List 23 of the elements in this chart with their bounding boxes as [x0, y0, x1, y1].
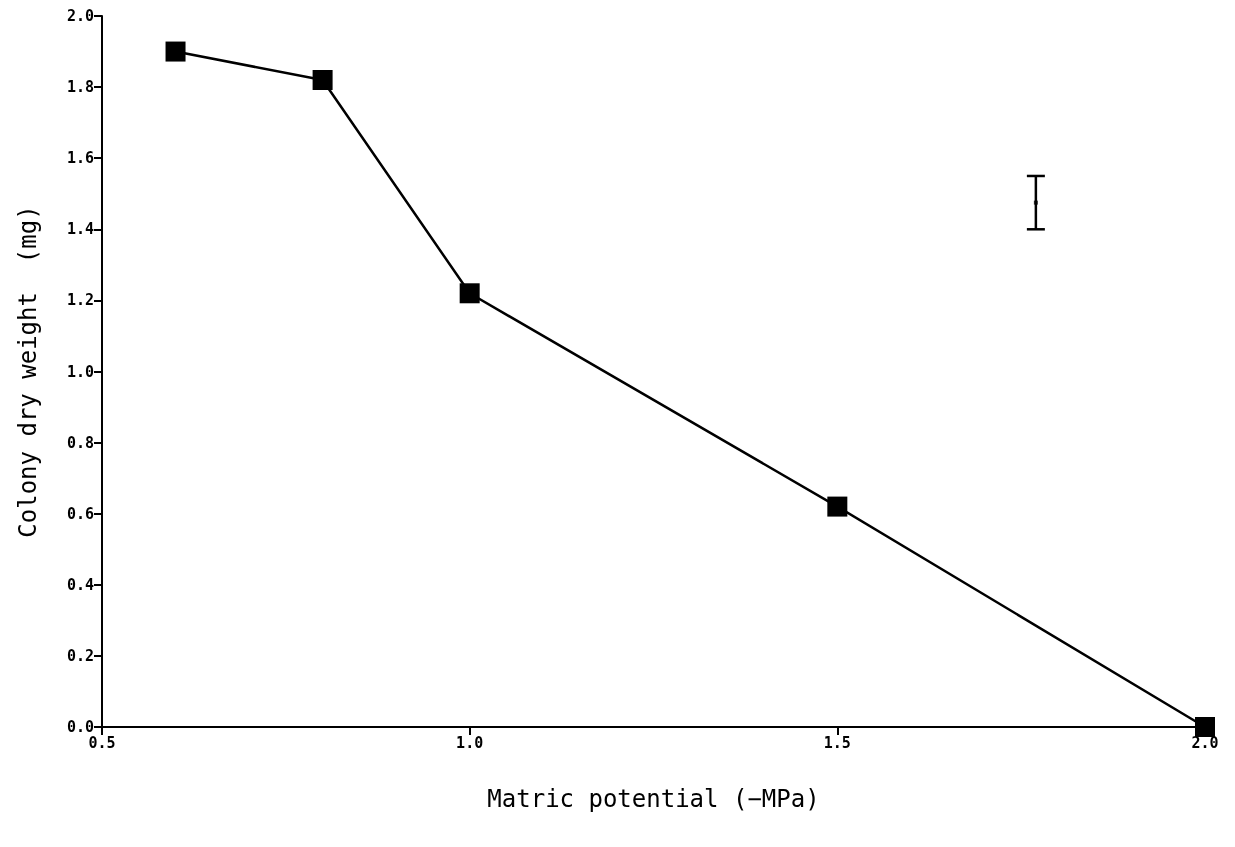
y-tick-label: 0.4 [66, 575, 94, 594]
point [459, 283, 480, 304]
y-tick-label: 1.2 [66, 291, 94, 310]
y-tick-label: 1.6 [66, 149, 94, 168]
x-tick-label: 1.5 [823, 733, 851, 752]
point [1033, 200, 1038, 205]
y-tick-label: 1.8 [66, 78, 94, 97]
y-axis-title: Colony dry weight (mg) [14, 205, 42, 538]
x-axis-title: Matric potential (−MPa) [487, 785, 820, 813]
point [1195, 717, 1215, 737]
y-tick-label: 0.6 [66, 504, 94, 523]
y-tick-label: 1.4 [66, 220, 94, 239]
y-tick-label: 0.2 [66, 646, 94, 665]
x-tick-label: 0.5 [88, 733, 116, 752]
point [312, 69, 333, 90]
y-tick-label: 0.8 [66, 433, 94, 452]
y-tick-label: 0.0 [66, 718, 94, 736]
point [827, 496, 848, 517]
y-tick-label: 1.0 [66, 362, 94, 381]
point [165, 41, 186, 62]
x-tick-label: 2.0 [1191, 733, 1219, 752]
y-tick-label: 2.0 [66, 7, 94, 25]
x-tick-label: 1.0 [456, 733, 484, 752]
